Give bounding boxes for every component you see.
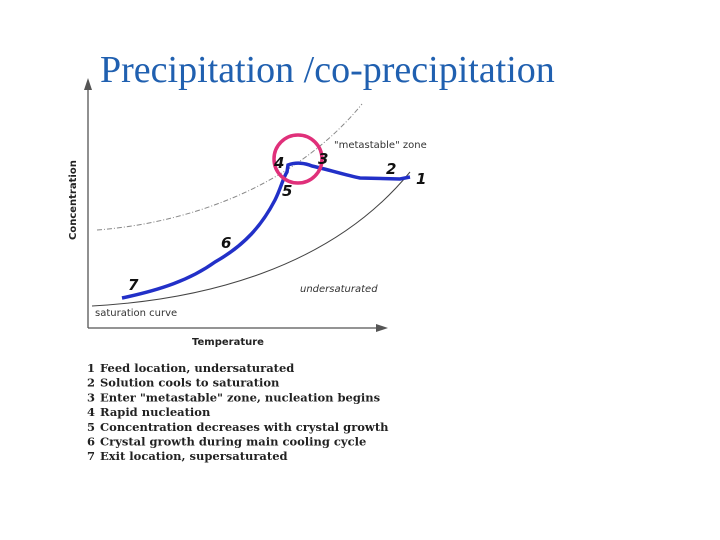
legend-number: 5 <box>87 420 95 434</box>
legend: 1 Feed location, undersaturated 2 Solution … <box>87 361 389 463</box>
legend-number: 3 <box>87 390 95 404</box>
point-label: 4 <box>273 154 284 172</box>
legend-number: 4 <box>87 405 95 419</box>
legend-text: Enter "metastable" zone, nucleation begi… <box>100 390 380 404</box>
x-axis-label: Temperature <box>192 337 264 348</box>
legend-number: 1 <box>87 361 95 375</box>
legend-text: Concentration decreases with crystal gro… <box>100 420 389 434</box>
legend-text: Exit location, supersaturated <box>100 449 288 463</box>
point-label: 3 <box>318 150 328 168</box>
legend-number: 2 <box>87 376 95 390</box>
point-label: 1 <box>416 170 426 188</box>
y-arrow <box>84 78 92 90</box>
legend-number: 6 <box>87 435 95 449</box>
legend-text: Feed location, undersaturated <box>100 361 294 375</box>
process-path <box>121 161 411 300</box>
legend-text: Rapid nucleation <box>100 405 211 419</box>
point-label: 7 <box>128 276 139 294</box>
saturation-curve <box>91 171 411 307</box>
undersaturated-label: undersaturated <box>300 284 378 295</box>
nucleation-circle <box>272 133 324 185</box>
point-label: 2 <box>386 160 396 178</box>
legend-text: Solution cools to saturation <box>100 376 280 390</box>
point-label: 6 <box>221 234 231 252</box>
diagram: Concentration Temperature "metastable" z… <box>68 78 427 348</box>
legend-number: 7 <box>87 449 95 463</box>
y-axis-label: Concentration <box>68 160 79 240</box>
metastable-curve <box>96 103 363 231</box>
saturation-label: saturation curve <box>95 308 177 319</box>
legend-text: Crystal growth during main cooling cycle <box>100 435 366 449</box>
point-label: 5 <box>282 182 292 200</box>
slide-title: Precipitation /co-precipitation <box>100 49 555 91</box>
x-arrow <box>376 324 388 332</box>
metastable-label: "metastable" zone <box>334 140 427 151</box>
